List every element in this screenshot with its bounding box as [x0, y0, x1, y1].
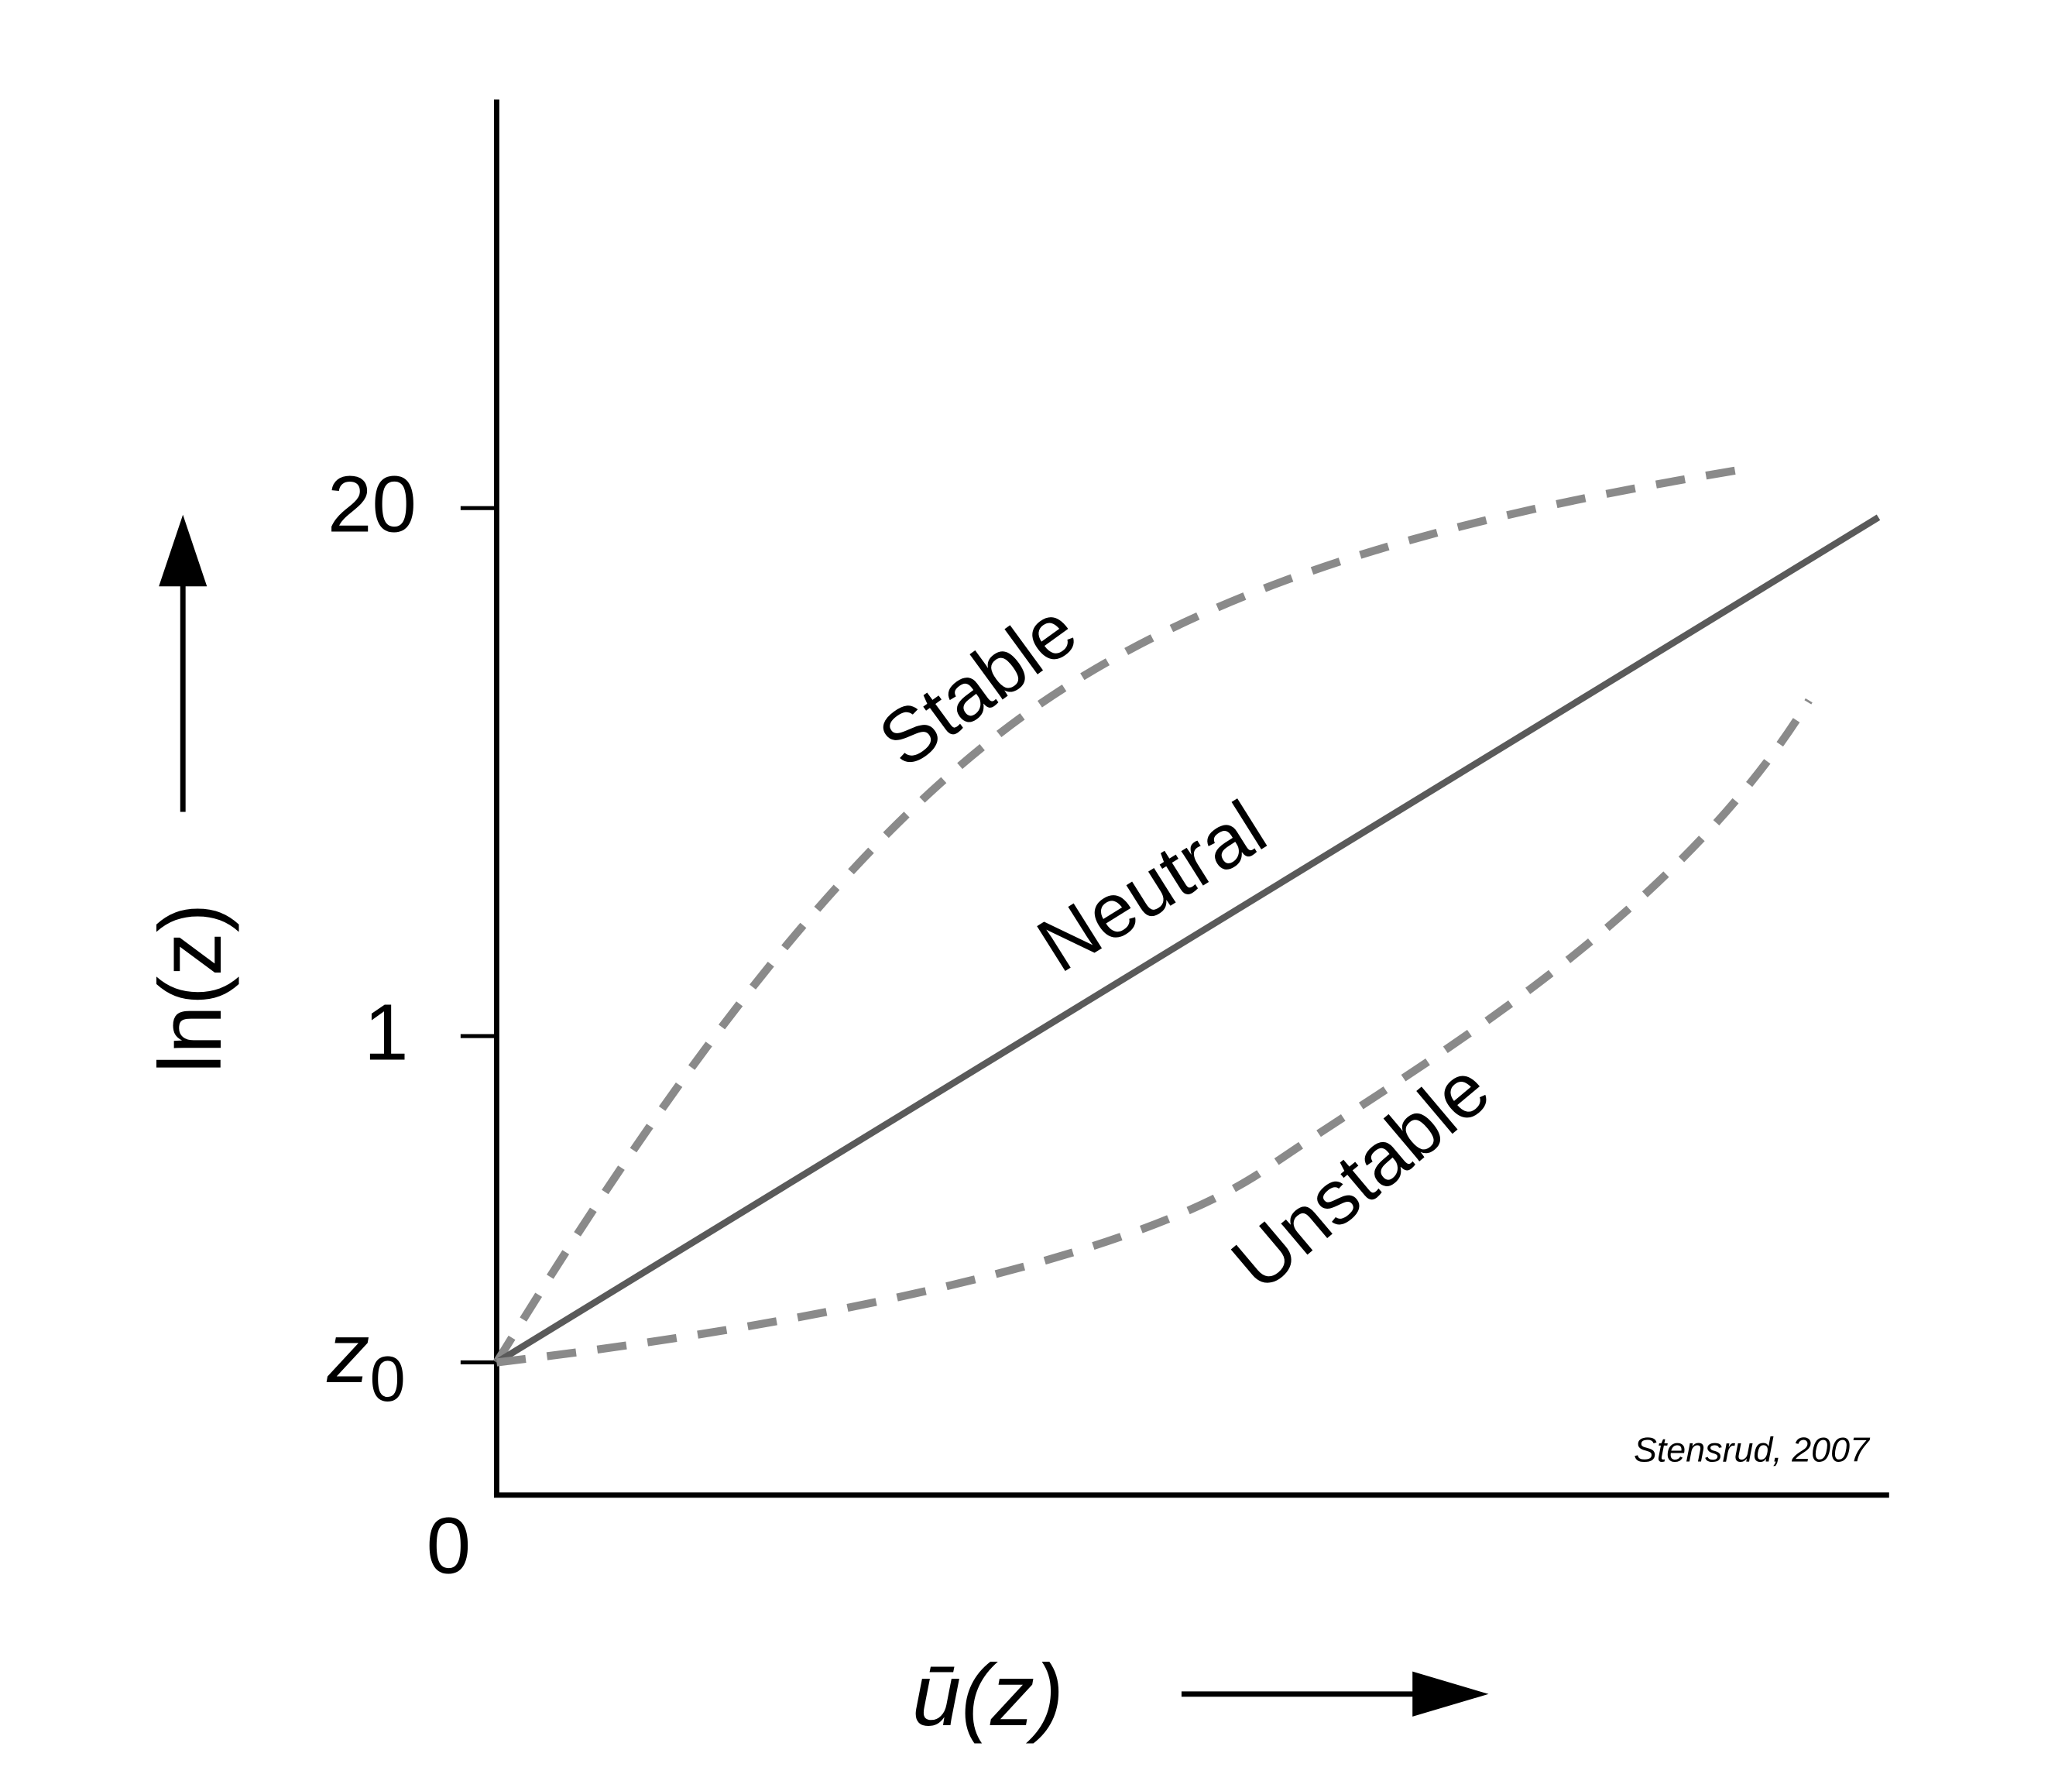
neutral-line [495, 514, 1881, 1366]
y-tick-label: 20 [328, 460, 417, 549]
credit: Stensrud, 2007 [1634, 1432, 1871, 1470]
x-axis-label: ū(z) [912, 1646, 1064, 1745]
z0-label: z0 [326, 1306, 405, 1414]
arrowhead [159, 514, 208, 587]
arrowhead [1412, 1671, 1489, 1717]
origin-label: 0 [427, 1501, 472, 1590]
y-tick-label: 1 [364, 988, 409, 1077]
y-axis-label: ln(z) [142, 903, 240, 1073]
unstable-curve [496, 698, 1813, 1367]
stable-curve [492, 464, 1750, 1365]
